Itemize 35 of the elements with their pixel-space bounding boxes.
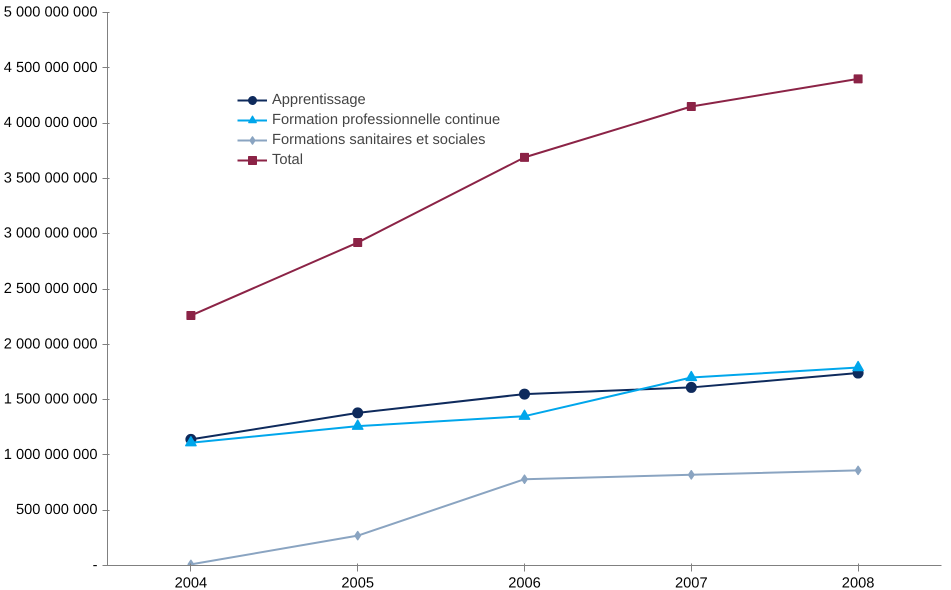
point [352, 419, 364, 430]
point [854, 465, 862, 476]
point [354, 530, 362, 541]
legend-label: Formations sanitaires et sociales [272, 132, 486, 148]
x-tick-label: 2005 [341, 576, 374, 590]
y-tick-label: 1 000 000 000 [4, 446, 98, 463]
point [520, 152, 529, 162]
point [686, 102, 696, 112]
x-tick-label: 2007 [675, 576, 708, 590]
y-tick-label: 500 000 000 [16, 502, 98, 518]
y-tick-label: 2 000 000 000 [4, 336, 98, 352]
point [854, 74, 863, 84]
x-tick-label: 2004 [174, 576, 208, 590]
y-tick-label: 5 000 000 000 [4, 4, 98, 20]
y-tick-label: 2 500 000 000 [4, 281, 98, 297]
point [352, 407, 364, 418]
point [852, 360, 864, 372]
y-tick-label: 4 500 000 000 [4, 60, 98, 76]
point [685, 370, 698, 382]
x-tick-label: 2006 [508, 576, 541, 590]
y-tick-label: 1 500 000 000 [4, 392, 98, 408]
y-tick-label: - [92, 558, 98, 574]
legend-label: Total [272, 152, 303, 168]
point [688, 470, 695, 480]
point [518, 409, 530, 420]
point [353, 238, 362, 248]
point [686, 382, 697, 393]
legend-label: Formation professionnelle continue [272, 112, 500, 128]
x-tick-label: 2008 [842, 576, 874, 590]
point [519, 388, 530, 400]
legend-label: Apprentissage [272, 92, 366, 108]
point [186, 311, 196, 320]
y-tick-label: 4 000 000 000 [4, 115, 98, 132]
y-tick-label: 3 500 000 000 [4, 170, 98, 186]
y-tick-label: 3 000 000 000 [4, 226, 98, 242]
